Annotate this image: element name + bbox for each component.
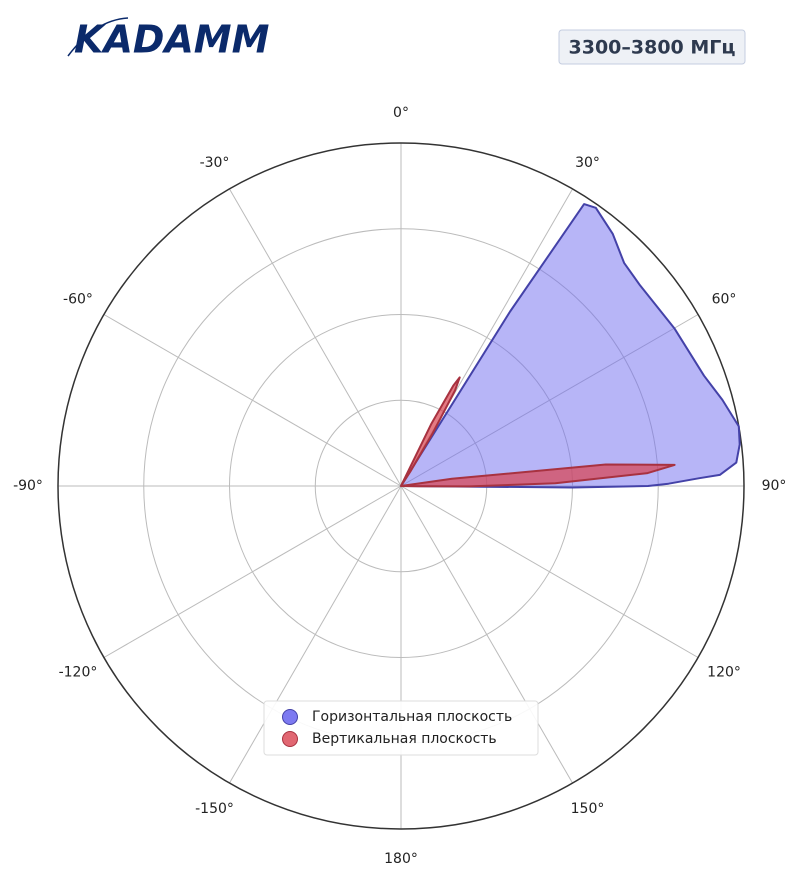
- theta-tick-label: 150°: [571, 801, 605, 817]
- logo-swoosh: [67, 17, 129, 57]
- grid-spoke: [229, 485, 402, 784]
- chart-title: 3300–3800 МГц: [569, 37, 736, 59]
- logo-text: KADAMM: [74, 18, 270, 62]
- pattern-area: [400, 203, 741, 489]
- theta-tick-label: 120°: [707, 665, 741, 681]
- theta-tick-label: -60°: [63, 292, 93, 308]
- theta-tick-label: 30°: [575, 155, 600, 171]
- outer-frame: [57, 142, 745, 830]
- pattern-area: [400, 376, 676, 488]
- theta-tick-label: 60°: [712, 292, 737, 308]
- grid-spoke: [103, 314, 402, 487]
- legend-label: Вертикальная плоскость: [312, 731, 497, 747]
- legend-marker: [282, 731, 298, 747]
- legend-box: [263, 700, 539, 756]
- theta-tick-label: 180°: [384, 851, 418, 867]
- grid-spoke: [103, 485, 402, 658]
- grid-spoke: [400, 485, 573, 784]
- theta-tick-label: -120°: [59, 665, 98, 681]
- legend: Горизонтальная плоскость Вертикальная пло…: [263, 700, 539, 756]
- grid-spoke: [400, 485, 699, 658]
- legend-label: Горизонтальная плоскость: [312, 709, 512, 725]
- theta-tick-label: 90°: [762, 478, 787, 494]
- theta-tick-label: -90°: [13, 478, 43, 494]
- theta-tick-label: 0°: [393, 105, 409, 121]
- logo: KADAMM: [67, 17, 270, 62]
- theta-tick-label: -30°: [200, 155, 230, 171]
- grid-spoke: [229, 188, 402, 487]
- theta-tick-label: -150°: [195, 801, 234, 817]
- legend-marker: [282, 709, 298, 725]
- plot: 0° 30° 60° 90° 120° 150° 180° -150° -120° -90° -60…: [13, 105, 786, 867]
- title-box: [558, 29, 746, 65]
